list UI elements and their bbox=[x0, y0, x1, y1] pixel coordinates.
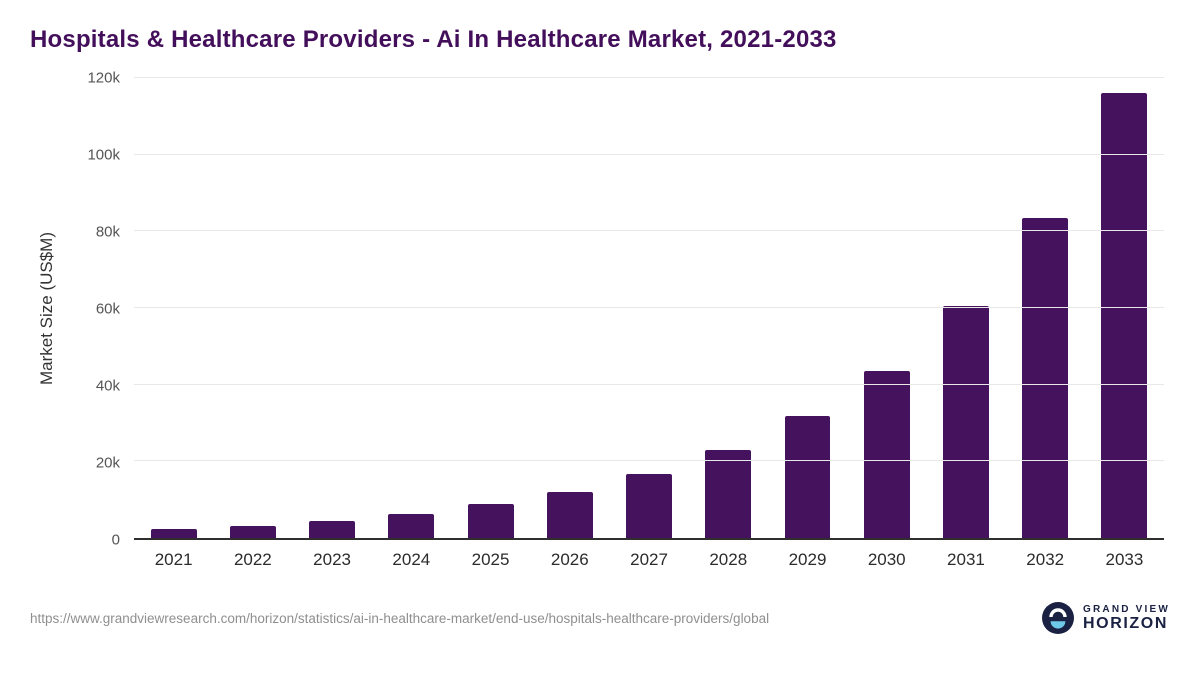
logo-text: GRAND VIEW HORIZON bbox=[1083, 604, 1170, 633]
bar-column-2028 bbox=[689, 78, 768, 538]
x-tick-label-2028: 2028 bbox=[709, 550, 748, 569]
grandview-horizon-logo: GRAND VIEW HORIZON bbox=[1042, 602, 1170, 634]
x-tick-label-2027: 2027 bbox=[630, 550, 668, 569]
y-tick-label-120k: 120k bbox=[87, 69, 120, 87]
bar-2021 bbox=[150, 529, 197, 538]
x-tick-label-2026: 2026 bbox=[550, 550, 589, 569]
bar-2022 bbox=[229, 526, 276, 538]
x-tick-label-2032: 2032 bbox=[1026, 550, 1065, 569]
bar-2033 bbox=[1101, 93, 1148, 538]
bar-2023 bbox=[309, 521, 356, 538]
y-tick-label-100k: 100k bbox=[87, 146, 120, 164]
x-tick-label-2022: 2022 bbox=[233, 550, 272, 569]
bar-column-2023 bbox=[292, 78, 371, 538]
x-tick-label-2021: 2021 bbox=[154, 550, 193, 569]
bar-column-2031 bbox=[926, 78, 1005, 538]
logo-line1: GRAND VIEW bbox=[1083, 603, 1170, 615]
horizon-logo-icon bbox=[1042, 602, 1074, 634]
x-tick-label-2033: 2033 bbox=[1105, 550, 1144, 569]
bar-column-2030 bbox=[847, 78, 926, 538]
page-title: Hospitals & Healthcare Providers - Ai In… bbox=[30, 26, 837, 53]
bar-column-2033 bbox=[1085, 78, 1164, 538]
y-tick-label-20k: 20k bbox=[95, 454, 120, 472]
bar-column-2025 bbox=[451, 78, 530, 538]
y-tick-label-40k: 40k bbox=[95, 377, 120, 395]
bars-container bbox=[134, 78, 1164, 538]
bar-column-2022 bbox=[213, 78, 292, 538]
source-url: https://www.grandviewresearch.com/horizo… bbox=[30, 610, 770, 626]
bar-column-2026 bbox=[530, 78, 609, 538]
x-axis-labels: 2021 2022 2023 2024 2025 2026 2027 2028 2029 2030… bbox=[134, 540, 1164, 586]
gridline-40k bbox=[134, 383, 1164, 385]
x-tick-label-2025: 2025 bbox=[471, 550, 510, 569]
y-axis-title: Market Size (US$M) bbox=[37, 232, 56, 386]
bar-2024 bbox=[388, 514, 435, 538]
y-tick-label-80k: 80k bbox=[95, 223, 120, 241]
gridline-120k bbox=[134, 77, 1164, 78]
bar-2031 bbox=[942, 306, 989, 538]
gridline-60k bbox=[134, 307, 1164, 308]
bar-2025 bbox=[467, 504, 514, 538]
y-axis-ticks: 0 20k 40k 60k 80k 100k 120k bbox=[68, 70, 134, 549]
bar-2028 bbox=[705, 449, 752, 538]
gridline-80k bbox=[134, 230, 1164, 232]
bar-2026 bbox=[546, 491, 593, 538]
plot-area bbox=[134, 77, 1164, 540]
y-axis-title-cell: Market Size (US$M) bbox=[26, 78, 68, 540]
x-tick-label-2023: 2023 bbox=[313, 550, 351, 569]
bar-chart: Market Size (US$M) 0 20k 40k 60k 80k 100k 120k… bbox=[0, 70, 1200, 586]
x-tick-label-2031: 2031 bbox=[947, 550, 985, 569]
bar-2030 bbox=[863, 370, 910, 538]
gridline-100k bbox=[134, 153, 1164, 155]
bar-2027 bbox=[626, 473, 672, 538]
x-tick-label-2024: 2024 bbox=[392, 550, 431, 569]
header: Hospitals & Healthcare Providers - Ai In… bbox=[0, 0, 1200, 54]
footer: https://www.grandviewresearch.com/horizo… bbox=[0, 602, 1200, 634]
y-tick-label-0: 0 bbox=[111, 531, 120, 549]
x-tick-label-2029: 2029 bbox=[788, 550, 827, 569]
bar-2032 bbox=[1022, 217, 1069, 538]
bar-column-2021 bbox=[134, 78, 213, 538]
x-tick-label-2030: 2030 bbox=[867, 550, 906, 569]
gridline-20k bbox=[134, 460, 1164, 462]
bar-column-2024 bbox=[372, 78, 451, 538]
bar-column-2027 bbox=[609, 78, 688, 538]
bar-2029 bbox=[784, 416, 831, 538]
bar-column-2029 bbox=[768, 78, 847, 538]
logo-line2: HORIZON bbox=[1083, 614, 1168, 632]
y-tick-label-60k: 60k bbox=[95, 300, 120, 318]
bar-column-2032 bbox=[1006, 78, 1085, 538]
